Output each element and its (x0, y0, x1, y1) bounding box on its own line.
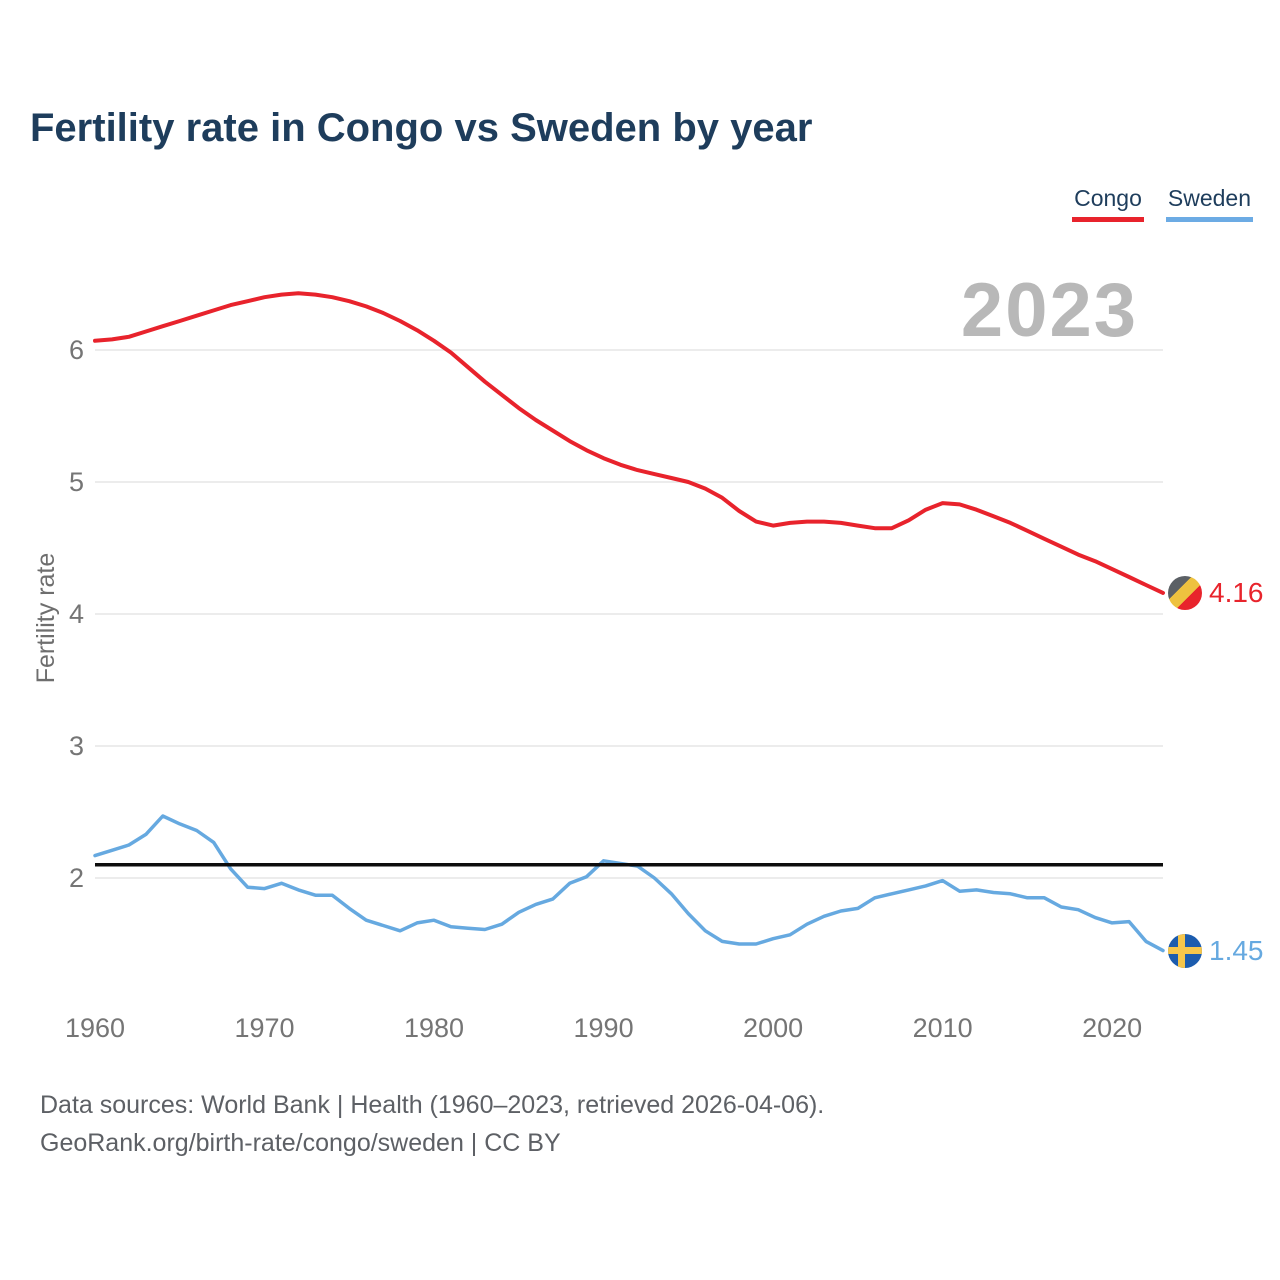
legend-item-congo[interactable]: Congo (1072, 185, 1144, 222)
y-tick-label: 2 (68, 863, 84, 893)
legend: Congo Sweden (1072, 185, 1253, 222)
x-tick-label: 1970 (234, 1013, 295, 1043)
congo-flag-icon (1168, 575, 1202, 610)
congo-end-value: 4.16 (1209, 576, 1264, 608)
footer-link: GeoRank.org/birth-rate/congo/sweden | CC… (40, 1129, 561, 1157)
x-tick-label: 2000 (743, 1013, 804, 1043)
x-tick-label: 2020 (1082, 1013, 1143, 1043)
footer: Data sources: World Bank | Health (1960–… (40, 1086, 824, 1162)
x-tick-label: 1980 (404, 1013, 465, 1043)
page-title: Fertility rate in Congo vs Sweden by yea… (30, 106, 813, 150)
y-tick-label: 5 (68, 467, 84, 497)
legend-item-sweden[interactable]: Sweden (1165, 185, 1253, 222)
y-tick-label: 6 (68, 335, 84, 365)
sweden-end-value: 1.45 (1209, 934, 1264, 966)
sweden-end-marker: 1.45 (1168, 933, 1264, 968)
congo-end-marker: 4.16 (1168, 575, 1264, 610)
y-tick-label: 4 (68, 599, 84, 629)
footer-sources: Data sources: World Bank | Health (1960–… (40, 1091, 825, 1119)
sweden-flag-icon (1168, 933, 1202, 968)
x-tick-label: 1990 (573, 1013, 634, 1043)
year-watermark: 2023 (960, 268, 1138, 353)
x-tick-label: 1960 (64, 1013, 126, 1043)
y-tick-label: 3 (68, 731, 84, 761)
x-tick-label: 2010 (912, 1013, 973, 1043)
